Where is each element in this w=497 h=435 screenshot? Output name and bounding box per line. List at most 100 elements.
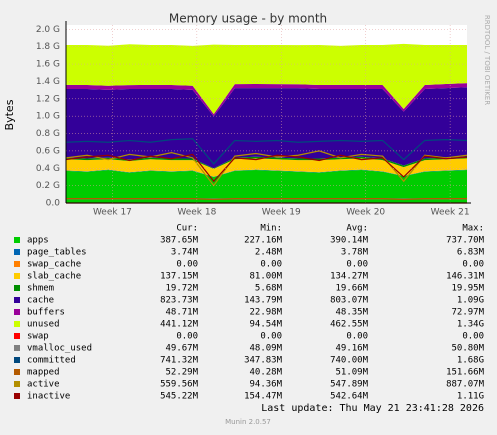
legend-label: unused: [27, 320, 60, 330]
legend-swatch: [14, 345, 20, 351]
stat-value: 154.47M: [244, 392, 283, 402]
stat-value: 227.16M: [244, 236, 283, 246]
legend-label: vmalloc_used: [27, 344, 92, 354]
y-tick-label: 0.4 G: [36, 164, 60, 174]
stat-value: 887.07M: [446, 380, 485, 390]
stat-value: 52.29M: [165, 368, 198, 378]
stat-value: 19.72M: [165, 284, 198, 294]
stat-value: 542.64M: [330, 392, 369, 402]
legend-label: inactive: [27, 392, 70, 402]
stat-value: 146.31M: [446, 272, 485, 282]
stat-value: 390.14M: [330, 236, 369, 246]
side-label: RRDTOOL / TOBI OETIKER: [483, 15, 491, 105]
stat-value: 94.36M: [249, 380, 282, 390]
stat-value: 0.00: [176, 332, 198, 342]
legend-swatch: [14, 357, 20, 363]
legend-swatch: [14, 261, 20, 267]
stat-value: 94.54M: [249, 320, 282, 330]
stat-value: 50.80M: [451, 344, 484, 354]
legend-label: slab_cache: [27, 272, 81, 282]
stat-value: 741.32M: [160, 356, 199, 366]
y-tick-label: 1.0 G: [36, 112, 60, 122]
legend-label: buffers: [27, 308, 65, 318]
stat-value: 547.89M: [330, 380, 369, 390]
stat-value: 19.66M: [335, 284, 368, 294]
legend-label: shmem: [27, 284, 54, 294]
y-tick-label: 1.8 G: [36, 42, 60, 52]
y-tick-label: 1.6 G: [36, 60, 60, 70]
chart-title: Memory usage - by month: [169, 12, 327, 26]
legend-label: cache: [27, 296, 54, 306]
stat-value: 545.22M: [160, 392, 199, 402]
y-tick-label: 0.6 G: [36, 146, 60, 156]
stat-value: 462.55M: [330, 320, 369, 330]
legend-label: apps: [27, 236, 49, 246]
column-header: Avg:: [346, 224, 368, 234]
legend-swatch: [14, 237, 20, 243]
legend-swatch: [14, 381, 20, 387]
column-header: Min:: [260, 224, 282, 234]
stat-value: 3.74M: [171, 248, 199, 258]
stat-value: 40.28M: [249, 368, 282, 378]
stat-value: 441.12M: [160, 320, 199, 330]
x-tick-label: Week 21: [431, 208, 470, 218]
column-header: Max:: [462, 224, 484, 234]
stat-value: 19.95M: [451, 284, 484, 294]
stat-value: 48.35M: [335, 308, 368, 318]
x-tick-label: Week 19: [262, 208, 301, 218]
x-tick-label: Week 18: [177, 208, 216, 218]
stat-value: 740.00M: [330, 356, 369, 366]
stat-value: 49.16M: [335, 344, 368, 354]
stat-value: 48.09M: [249, 344, 282, 354]
stat-value: 737.70M: [446, 236, 485, 246]
stat-value: 134.27M: [330, 272, 369, 282]
x-tick-label: Week 20: [346, 208, 385, 218]
legend-swatch: [14, 273, 20, 279]
legend-label: active: [27, 380, 60, 390]
stat-value: 2.48M: [255, 248, 283, 258]
stat-value: 387.65M: [160, 236, 199, 246]
y-tick-label: 0.0: [46, 199, 61, 209]
y-axis-label: Bytes: [3, 99, 16, 130]
stat-value: 0.00: [346, 260, 368, 270]
stat-value: 151.66M: [446, 368, 485, 378]
stat-value: 51.09M: [335, 368, 368, 378]
legend-label: committed: [27, 356, 76, 366]
stat-value: 0.00: [346, 332, 368, 342]
legend-swatch: [14, 285, 20, 291]
y-tick-label: 1.2 G: [36, 94, 60, 104]
stat-value: 1.09G: [457, 296, 484, 306]
x-tick-label: Week 17: [93, 208, 132, 218]
stat-value: 1.34G: [457, 320, 484, 330]
legend-swatch: [14, 333, 20, 339]
y-tick-label: 0.2 G: [36, 181, 60, 191]
stat-value: 0.00: [260, 260, 282, 270]
stat-value: 0.00: [260, 332, 282, 342]
legend-label: mapped: [27, 368, 60, 378]
stat-value: 0.00: [176, 260, 198, 270]
legend-label: swap: [27, 332, 49, 342]
stat-value: 6.83M: [457, 248, 485, 258]
stat-value: 5.68M: [255, 284, 283, 294]
stat-value: 1.68G: [457, 356, 484, 366]
footer: Munin 2.0.57: [225, 418, 271, 426]
stat-value: 72.97M: [451, 308, 484, 318]
legend-swatch: [14, 369, 20, 375]
legend-swatch: [14, 249, 20, 255]
stat-value: 81.00M: [249, 272, 282, 282]
stat-value: 347.83M: [244, 356, 283, 366]
stat-value: 0.00: [462, 332, 484, 342]
legend-label: page_tables: [27, 248, 87, 258]
last-update: Last update: Thu May 21 23:41:28 2026: [261, 403, 484, 414]
stat-value: 49.67M: [165, 344, 198, 354]
y-tick-label: 2.0 G: [36, 25, 60, 35]
column-header: Cur:: [176, 224, 198, 234]
legend-swatch: [14, 309, 20, 315]
legend-swatch: [14, 297, 20, 303]
stat-value: 22.98M: [249, 308, 282, 318]
stat-value: 3.78M: [341, 248, 369, 258]
stat-value: 1.11G: [457, 392, 484, 402]
legend-swatch: [14, 321, 20, 327]
